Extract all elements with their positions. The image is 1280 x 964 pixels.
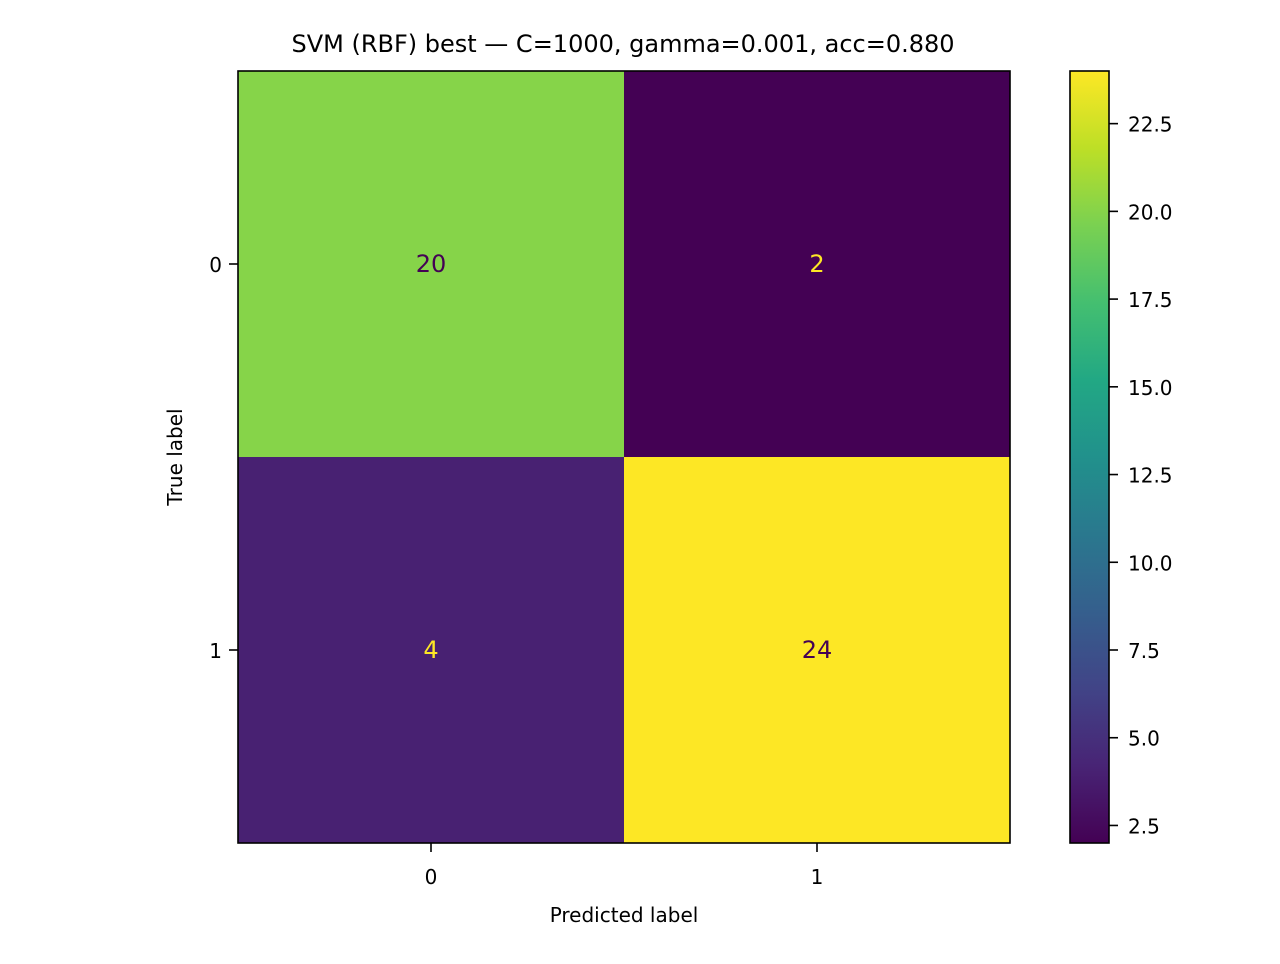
heatmap-cell-labels: 20 24 24 — [416, 250, 833, 664]
colorbar-gradient — [1070, 71, 1109, 843]
chart-title: SVM (RBF) best — C=1000, gamma=0.001, ac… — [291, 30, 954, 58]
x-tick-label: 1 — [811, 865, 824, 889]
heatmap-cells — [238, 71, 1011, 844]
heatmap-cell-label: 20 — [416, 250, 447, 278]
colorbar-tick-label: 12.5 — [1128, 464, 1173, 488]
colorbar-tick-label: 7.5 — [1128, 639, 1160, 663]
heatmap-cell — [624, 71, 1011, 458]
y-tick-label: 1 — [209, 639, 222, 663]
y-tick-label: 0 — [209, 253, 222, 277]
colorbar-tick-label: 20.0 — [1128, 200, 1173, 224]
colorbar-tick-label: 2.5 — [1128, 814, 1160, 838]
heatmap-cell-label: 2 — [809, 250, 824, 278]
heatmap-cell — [238, 71, 625, 458]
colorbar-frame — [1069, 70, 1110, 844]
y-axis-ticks: 01 — [209, 253, 238, 663]
plot-frame — [237, 70, 1011, 844]
heatmap-cell-label: 4 — [423, 636, 438, 664]
x-axis-label: Predicted label — [550, 903, 699, 927]
colorbar-tick-label: 22.5 — [1128, 113, 1173, 137]
colorbar-tick-label: 5.0 — [1128, 727, 1160, 751]
colorbar-tick-label: 17.5 — [1128, 288, 1173, 312]
colorbar-tick-label: 15.0 — [1128, 376, 1173, 400]
colorbar-ticks: 2.5 5.0 7.5 10.0 12.5 15.0 17.5 20.0 22.5 — [1109, 113, 1173, 838]
y-axis-label: True label — [163, 408, 187, 506]
x-tick-label: 0 — [425, 865, 438, 889]
heatmap-cell-label: 24 — [802, 636, 833, 664]
heatmap-cell — [624, 457, 1011, 844]
heatmap-cell — [238, 457, 625, 844]
colorbar-tick-label: 10.0 — [1128, 551, 1173, 575]
